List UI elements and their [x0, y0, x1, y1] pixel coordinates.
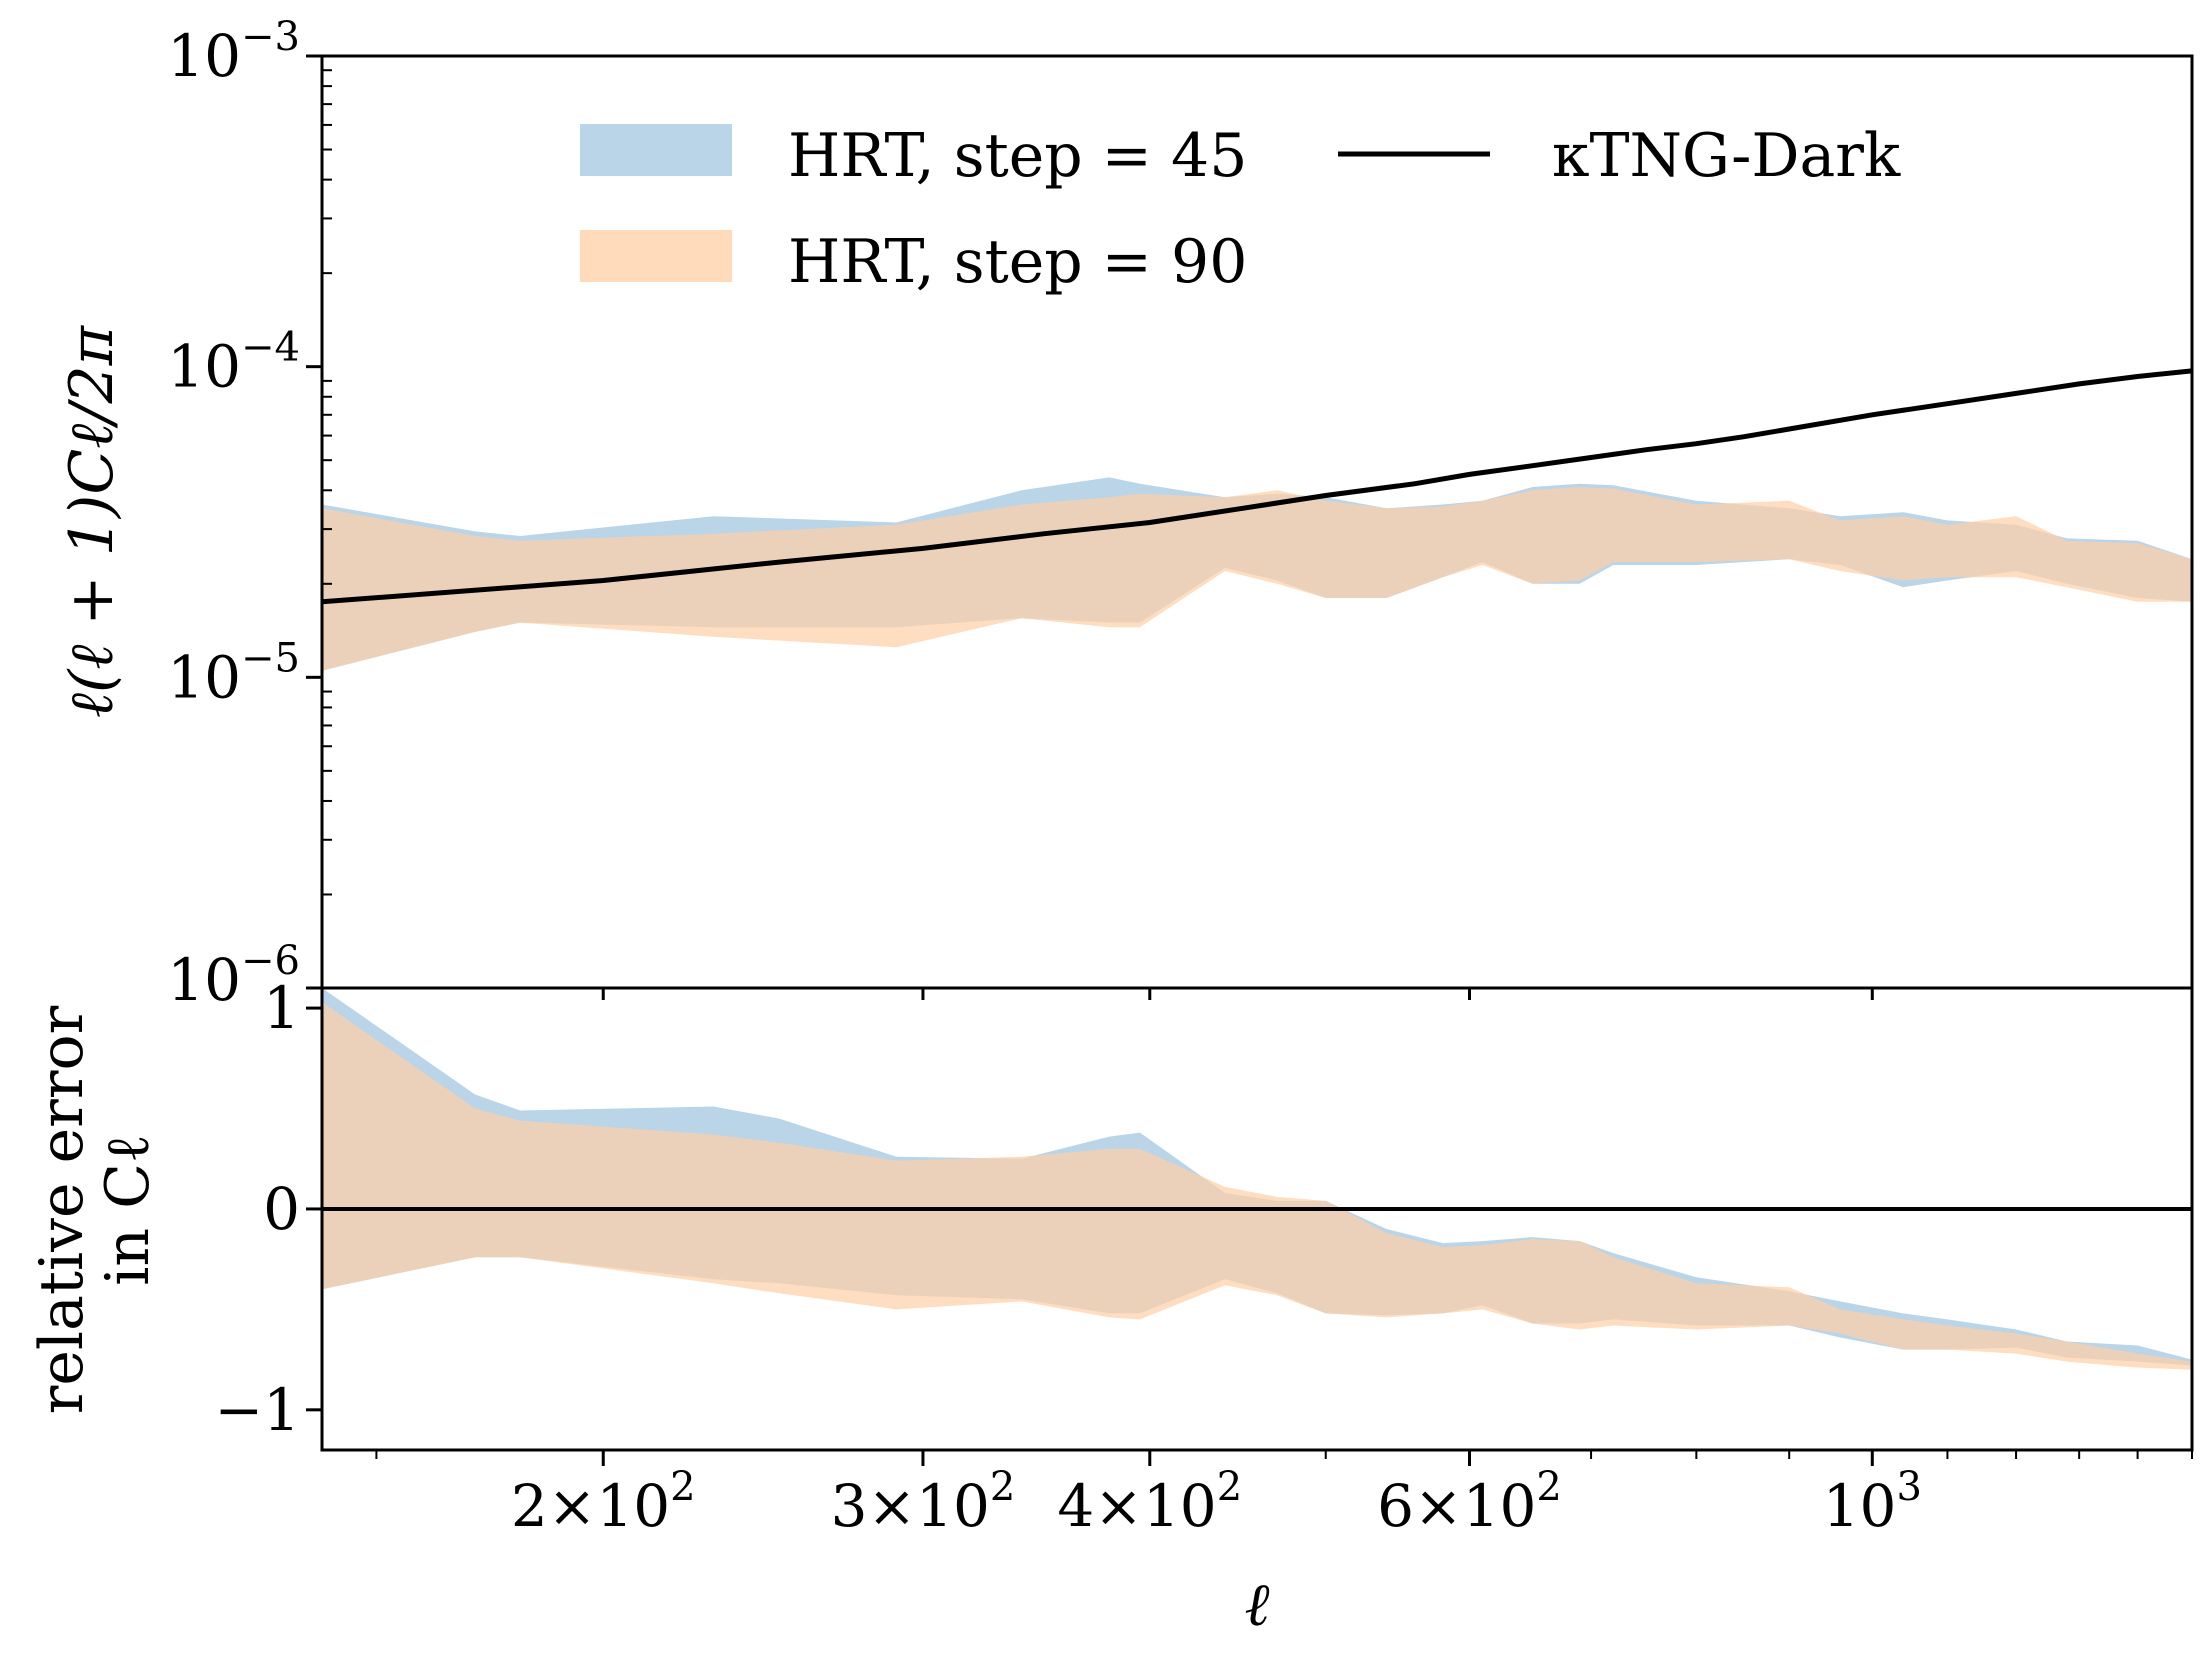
top-panel: 10−3 10−4 10−5 10−6 ℓ(ℓ + 1)Cℓ/2π HRT, step… [57, 14, 2194, 1014]
legend: HRT, step = 45 HRT, step = 90 κTNG-Dark [580, 121, 1901, 297]
bottom-plot-area [322, 988, 2192, 1370]
legend-swatch-1 [580, 230, 732, 282]
bottom-x-tick-label: 2×102 [511, 1464, 696, 1540]
bottom-y-tick-label: −1 [215, 1376, 301, 1444]
bottom-x-tick-label: 4×102 [1057, 1464, 1242, 1540]
top-plot-area [322, 368, 2192, 671]
bottom-x-tick-label: 6×102 [1377, 1464, 1562, 1540]
bottom-y-axis-label-line-2: in Cℓ [93, 1134, 163, 1286]
legend-label-2: κTNG-Dark [1552, 121, 1901, 191]
bottom-x-tick-label: 103 [1823, 1464, 1922, 1540]
legend-label-1: HRT, step = 90 [788, 227, 1247, 297]
legend-label-0: HRT, step = 45 [788, 121, 1247, 191]
top-y-tick-label: 10−6 [167, 938, 300, 1014]
bottom-x-axis: 2×102 3×102 4×102 6×102 103 [375, 1450, 2193, 1540]
top-y-axis-label: ℓ(ℓ + 1)Cℓ/2π [57, 324, 127, 718]
top-line-ktng-dark [322, 368, 2192, 605]
bottom-y-axis-label-line-1: relative error [27, 1005, 97, 1414]
legend-swatch-0 [580, 124, 732, 176]
top-y-tick-label: 10−3 [167, 14, 300, 90]
top-y-axis: 10−3 10−4 10−5 10−6 [167, 14, 332, 1014]
bottom-y-tick-label: 0 [263, 1175, 300, 1243]
bottom-y-axis: 1 0 −1 [215, 974, 322, 1444]
bottom-band-step-90 [322, 1002, 2192, 1370]
top-y-tick-label: 10−5 [167, 635, 300, 711]
bottom-y-tick-label: 1 [263, 974, 300, 1042]
top-y-tick-label: 10−4 [167, 325, 300, 401]
bottom-x-tick-label: 3×102 [831, 1464, 1016, 1540]
x-axis-label: ℓ [1245, 1570, 1270, 1640]
bottom-panel: 1 0 −1 2×102 3×102 4×102 6×102 103 relative er… [27, 974, 2194, 1640]
top-band-step-90 [322, 487, 2192, 671]
bottom-panel-frame [320, 986, 2194, 1452]
top-x-ticks [601, 988, 1874, 1000]
